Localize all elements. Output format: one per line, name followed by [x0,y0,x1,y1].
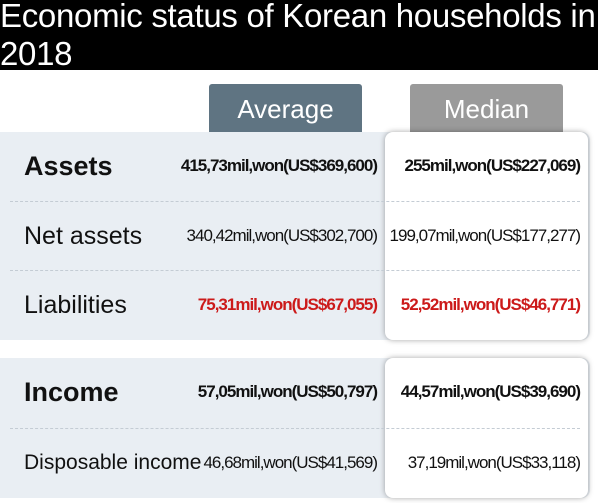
table-row-net-assets: Net assets 340,42mil,won(US$302,700) 199… [0,202,590,270]
average-value-assets: 415,73mil,won(US$369,600) [180,156,378,175]
median-value-liabilities: 52,52mil,won(US$46,771) [400,295,581,314]
column-header-median: Median [410,84,563,134]
average-value-income: 57,05mil,won(US$50,797) [197,382,378,401]
average-value-liabilities: 75,31mil,won(US$67,055) [197,295,378,314]
table-row-income: Income 57,05mil,won(US$50,797) 44,57mil,… [0,358,590,426]
row-label-assets: Assets [24,150,113,181]
median-value-income: 44,57mil,won(US$39,690) [400,382,581,401]
median-value-net-assets: 199,07mil,won(US$177,277) [389,226,581,245]
row-label-disposable-income: Disposable income [24,451,202,474]
row-divider [10,428,580,429]
median-column-box-assets [385,132,588,340]
row-label-income: Income [24,376,119,407]
row-label-liabilities: Liabilities [24,290,127,319]
table-row-assets: Assets 415,73mil,won(US$369,600) 255mil,… [0,132,590,200]
average-value-disposable-income: 46,68mil,won(US$41,569) [203,453,378,472]
row-divider [10,270,580,271]
table-row-disposable-income: Disposable income 46,68mil,won(US$41,569… [0,429,590,497]
chart-title: Economic status of Korean households in … [0,0,598,72]
row-label-net-assets: Net assets [24,221,143,250]
average-value-net-assets: 340,42mil,won(US$302,700) [186,226,378,245]
median-value-disposable-income: 37,19mil,won(US$33,118) [407,453,581,472]
column-header-average: Average [209,84,362,134]
table-row-liabilities: Liabilities 75,31mil,won(US$67,055) 52,5… [0,271,590,339]
median-value-assets: 255mil,won(US$227,069) [404,156,581,175]
row-divider [10,201,580,202]
